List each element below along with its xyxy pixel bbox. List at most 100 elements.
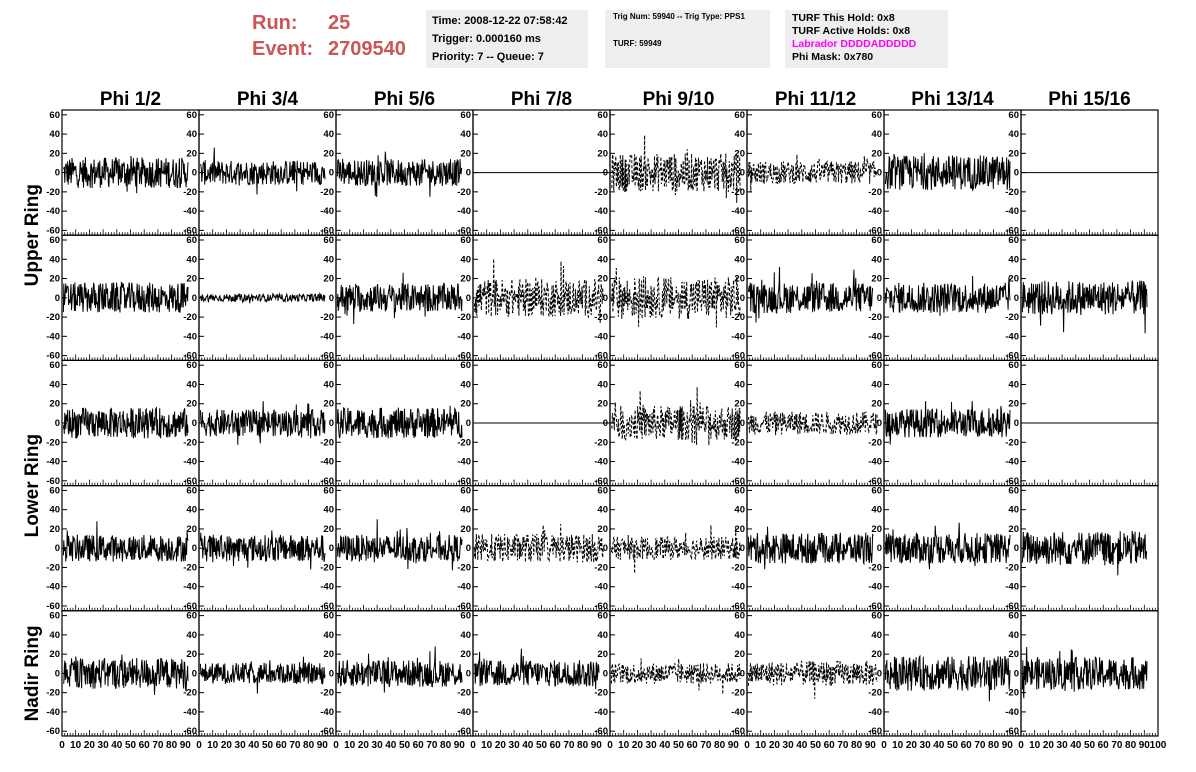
x-tick-label: 30 — [372, 740, 384, 751]
run-event-box: Run: 25 Event: 2709540 — [252, 10, 406, 62]
labrador-text: Labrador DDDDADDDDD — [792, 38, 917, 50]
y-tick-label: 20 — [460, 649, 471, 660]
y-tick-label: -20 — [457, 688, 471, 699]
column-header: Phi 1/2 — [100, 89, 161, 110]
y-tick-label: -20 — [457, 187, 471, 198]
x-tick-label: 40 — [933, 740, 945, 751]
y-tick-label: 60 — [871, 110, 882, 121]
y-tick-label: 0 — [877, 543, 882, 554]
y-tick-label: -20 — [46, 437, 60, 448]
y-tick-label: -20 — [46, 187, 60, 198]
y-tick-label: 60 — [186, 110, 197, 121]
y-tick-label: -20 — [183, 688, 197, 699]
y-tick-label: -40 — [731, 582, 745, 593]
y-tick-label: -40 — [457, 206, 471, 217]
turf-active-holds-text: TURF Active Holds: 0x8 — [792, 25, 911, 37]
y-tick-label: 40 — [597, 379, 608, 390]
x-tick-label: 40 — [111, 740, 123, 751]
y-tick-label: -60 — [183, 225, 197, 236]
x-tick-label: 0 — [607, 740, 613, 751]
y-tick-label: -60 — [320, 476, 334, 487]
y-tick-label: -40 — [457, 331, 471, 342]
waveform-trace — [199, 291, 326, 304]
y-tick-label: -20 — [46, 688, 60, 699]
x-tick-label: 50 — [125, 740, 137, 751]
y-tick-label: -40 — [1005, 457, 1019, 468]
y-tick-label: -60 — [594, 351, 608, 362]
y-tick-label: 0 — [877, 168, 882, 179]
x-tick-label: 30 — [1057, 740, 1069, 751]
y-tick-label: 20 — [597, 649, 608, 660]
y-tick-label: -20 — [320, 312, 334, 323]
waveform-trace — [199, 147, 326, 195]
y-tick-label: -20 — [594, 312, 608, 323]
x-tick-label: 0 — [1018, 740, 1024, 751]
x-tick-label: 10 — [481, 740, 493, 751]
y-tick-label: 40 — [871, 129, 882, 140]
y-tick-label: 60 — [49, 611, 60, 622]
y-tick-label: 0 — [603, 668, 608, 679]
y-tick-label: 20 — [323, 148, 334, 159]
y-tick-label: 0 — [877, 293, 882, 304]
waveform-trace — [884, 153, 1011, 192]
x-tick-label: 50 — [947, 740, 959, 751]
x-tick-label: 40 — [385, 740, 397, 751]
y-tick-label: 0 — [1014, 668, 1019, 679]
y-tick-label: 0 — [1014, 418, 1019, 429]
y-tick-label: 60 — [734, 360, 745, 371]
y-tick-label: -20 — [457, 312, 471, 323]
waveform-trace — [1021, 530, 1148, 576]
y-tick-label: -60 — [46, 601, 60, 612]
y-tick-label: -40 — [320, 457, 334, 468]
y-tick-label: 40 — [734, 505, 745, 516]
x-tick-label: 90 — [865, 740, 877, 751]
y-tick-label: 60 — [186, 611, 197, 622]
y-tick-label: 60 — [186, 235, 197, 246]
y-tick-label: -40 — [868, 707, 882, 718]
waveform-trace — [63, 654, 189, 695]
x-tick-label: 80 — [440, 740, 452, 751]
y-tick-label: -20 — [320, 437, 334, 448]
y-tick-label: -20 — [731, 562, 745, 573]
ring-label: Nadir Ring — [22, 625, 43, 721]
x-tick-label: 50 — [536, 740, 548, 751]
x-tick-label: 20 — [769, 740, 781, 751]
x-tick-label: 90 — [180, 740, 192, 751]
y-tick-label: 0 — [877, 668, 882, 679]
y-tick-label: -40 — [1005, 707, 1019, 718]
x-tick-label: 10 — [1029, 740, 1041, 751]
y-tick-label: 20 — [734, 649, 745, 660]
y-tick-label: 40 — [1008, 630, 1019, 641]
x-tick-label: 30 — [509, 740, 521, 751]
y-tick-label: 40 — [460, 379, 471, 390]
y-tick-label: -40 — [183, 457, 197, 468]
y-tick-label: 40 — [734, 129, 745, 140]
y-tick-label: 0 — [55, 543, 60, 554]
run-value: 25 — [328, 12, 351, 34]
y-tick-label: -60 — [183, 351, 197, 362]
y-tick-label: -60 — [46, 225, 60, 236]
y-tick-label: -40 — [183, 707, 197, 718]
y-tick-label: -60 — [1005, 476, 1019, 487]
x-tick-label: 70 — [426, 740, 438, 751]
y-tick-label: 0 — [192, 293, 197, 304]
waveform-trace — [336, 272, 463, 325]
x-tick-label: 30 — [783, 740, 795, 751]
y-tick-label: 20 — [734, 274, 745, 285]
y-tick-label: 40 — [49, 129, 60, 140]
x-tick-label: 20 — [221, 740, 233, 751]
y-tick-label: 0 — [740, 293, 745, 304]
y-tick-label: 60 — [597, 235, 608, 246]
trigger-text: Trigger: 0.000160 ms — [432, 33, 541, 45]
column-header: Phi 9/10 — [643, 89, 715, 110]
column-header: Phi 11/12 — [775, 89, 856, 110]
column-header: Phi 13/14 — [911, 89, 994, 110]
x-tick-label: 0 — [333, 740, 339, 751]
y-tick-label: 40 — [734, 630, 745, 641]
waveform-trace — [199, 401, 326, 445]
waveform-trace — [884, 401, 1011, 445]
y-tick-label: -40 — [46, 457, 60, 468]
trig-num-box: Trig Num: 59940 -- Trig Type: PPS1 TURF:… — [605, 10, 770, 68]
y-tick-label: -60 — [1005, 601, 1019, 612]
time-text: Time: 2008-12-22 07:58:42 — [432, 15, 568, 27]
